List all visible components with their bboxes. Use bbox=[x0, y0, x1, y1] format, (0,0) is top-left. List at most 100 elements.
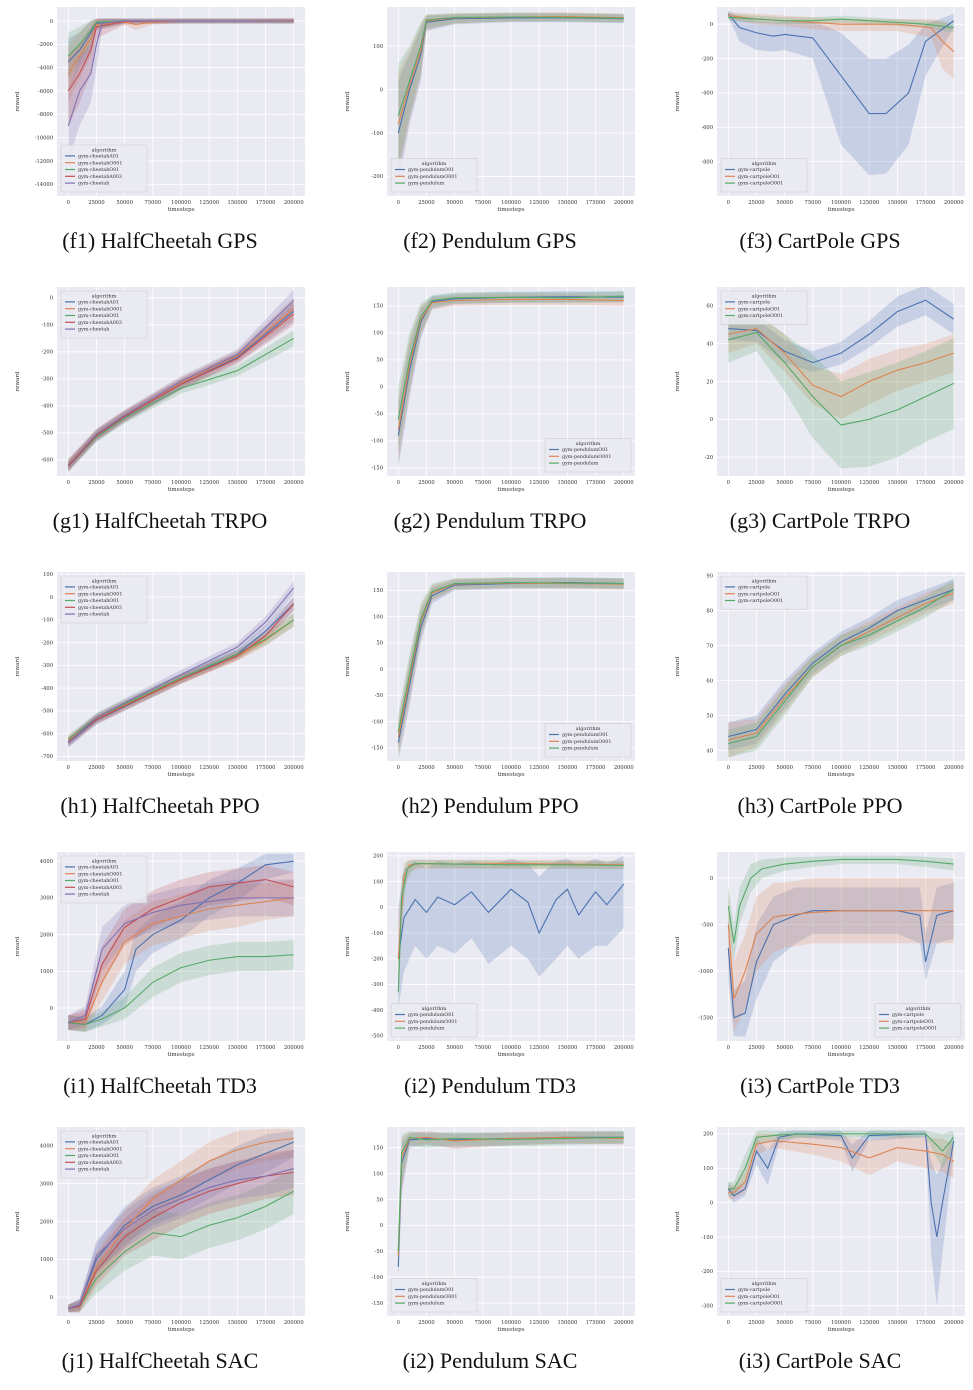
series-confidence-band bbox=[398, 290, 624, 452]
series-line bbox=[728, 16, 954, 29]
line-chart: 0 25000 50000 75000 100000 125000 150000 175000… bbox=[675, 287, 965, 493]
legend: algorithmgym-cheetahA01gym-cheetahO001gy… bbox=[60, 855, 148, 904]
series-line bbox=[728, 589, 955, 745]
y-tick-label: 50 bbox=[706, 713, 713, 719]
series-line bbox=[68, 897, 294, 1024]
y-tick-label: -20 bbox=[705, 455, 713, 461]
y-tick-label: -700 bbox=[41, 754, 53, 760]
x-tick-label: 150000 bbox=[227, 200, 247, 206]
legend-entry-label: gym-cartpoleO001 bbox=[738, 313, 783, 319]
y-tick-label: -500 bbox=[371, 1034, 383, 1040]
y-tick-label: 150 bbox=[373, 304, 383, 310]
x-tick-label: 100000 bbox=[171, 200, 191, 206]
x-tick-label: 200000 bbox=[284, 765, 304, 771]
series-line bbox=[728, 327, 954, 398]
x-tick-label: 0 bbox=[67, 200, 70, 206]
x-tick-label: 0 bbox=[397, 200, 400, 206]
x-tick-label: 100000 bbox=[171, 480, 191, 486]
legend-entry-label: gym-cheetahO01 bbox=[78, 1153, 119, 1159]
x-tick-label: 0 bbox=[397, 765, 400, 771]
x-tick-label: 175000 bbox=[586, 1045, 606, 1051]
series-confidence-band bbox=[68, 597, 294, 747]
series-line bbox=[68, 1141, 294, 1309]
x-tick-label: 0 bbox=[397, 1320, 400, 1326]
y-tick-label: 200 bbox=[373, 854, 383, 860]
y-tick-label: 2000 bbox=[40, 932, 53, 938]
series-confidence-band bbox=[728, 579, 954, 758]
y-tick-label: -400 bbox=[41, 686, 53, 692]
y-tick-label: -400 bbox=[701, 91, 713, 97]
y-tick-label: -400 bbox=[371, 1008, 383, 1014]
x-tick-label: 25000 bbox=[88, 765, 105, 771]
legend: algorithmgym-cartpolegym-cartpoleO01gym-… bbox=[720, 575, 808, 610]
x-tick-label: 200000 bbox=[284, 1320, 304, 1326]
series-confidence-band bbox=[68, 300, 294, 471]
series-confidence-band bbox=[68, 597, 294, 748]
y-tick-label: 3000 bbox=[40, 1182, 53, 1188]
y-tick-label: 0 bbox=[50, 296, 53, 302]
series-confidence-band bbox=[68, 18, 294, 80]
series-line bbox=[397, 581, 624, 733]
x-tick-label: 50000 bbox=[116, 765, 133, 771]
y-tick-label: 60 bbox=[706, 304, 713, 310]
y-tick-label: 0 bbox=[50, 1006, 53, 1012]
series-confidence-band bbox=[398, 13, 624, 186]
y-tick-label: 0 bbox=[380, 905, 383, 911]
series-line bbox=[397, 1136, 624, 1252]
chart-caption: (g1) HalfCheetah TRPO bbox=[52, 508, 268, 533]
y-tick-label: 150 bbox=[373, 588, 383, 594]
legend-entry-label: gym-cheetahA01 bbox=[78, 300, 119, 306]
x-tick-label: 175000 bbox=[586, 765, 606, 771]
y-tick-label: -400 bbox=[41, 404, 53, 410]
legend-entry-label: gym-pendulum bbox=[562, 461, 599, 467]
x-tick-label: 175000 bbox=[586, 480, 606, 486]
chart-caption: (g2) Pendulum TRPO bbox=[393, 508, 587, 533]
x-tick-label: 150000 bbox=[557, 480, 577, 486]
y-tick-label: 90 bbox=[706, 573, 713, 579]
legend-entry-label: gym-pendulumO01 bbox=[408, 167, 454, 173]
x-tick-label: 200000 bbox=[944, 765, 964, 771]
chart-caption: (j1) HalfCheetah SAC bbox=[61, 1348, 259, 1373]
series-confidence-band bbox=[398, 12, 624, 168]
chart-panel: 0 25000 50000 75000 100000 125000 150000 175000… bbox=[5, 565, 315, 835]
legend-title: algorithm bbox=[92, 294, 117, 300]
line-chart: 0 25000 50000 75000 100000 125000 150000 175000… bbox=[345, 287, 635, 493]
x-tick-label: 100000 bbox=[501, 200, 521, 206]
y-tick-label: 200 bbox=[703, 1132, 713, 1138]
x-tick-label: 75000 bbox=[145, 1045, 162, 1051]
series-confidence-band bbox=[68, 940, 294, 1032]
x-axis-label: timesteps bbox=[167, 1327, 194, 1333]
series-confidence-band bbox=[728, 582, 954, 758]
series-line bbox=[727, 910, 954, 1000]
y-tick-label: -6000 bbox=[38, 89, 53, 95]
y-tick-label: 2000 bbox=[40, 1219, 53, 1225]
y-tick-label: -300 bbox=[371, 982, 383, 988]
x-tick-label: 50000 bbox=[446, 1045, 463, 1051]
series-confidence-band bbox=[68, 18, 294, 103]
x-axis-label: timesteps bbox=[167, 772, 194, 778]
legend-entry-label: gym-pendulumO01 bbox=[408, 1012, 454, 1018]
x-tick-label: 25000 bbox=[88, 1320, 105, 1326]
series-line bbox=[397, 883, 625, 959]
legend-entry-label: gym-cheetahA01 bbox=[78, 865, 119, 871]
line-chart: 0 25000 50000 75000 100000 125000 150000 175000… bbox=[675, 1127, 965, 1333]
legend-title: algorithm bbox=[422, 161, 447, 167]
x-tick-label: 75000 bbox=[805, 1320, 822, 1326]
x-tick-label: 200000 bbox=[614, 480, 634, 486]
y-tick-label: -200 bbox=[41, 350, 53, 356]
x-tick-label: 75000 bbox=[805, 1045, 822, 1051]
y-axis-label: reward bbox=[15, 936, 21, 957]
legend-entry-label: gym-cheetahA01 bbox=[78, 154, 119, 160]
y-tick-label: 70 bbox=[706, 643, 713, 649]
legend-title: algorithm bbox=[752, 161, 777, 167]
x-tick-label: 0 bbox=[727, 480, 730, 486]
legend: algorithmgym-cheetahA01gym-cheetahO001gy… bbox=[60, 1130, 148, 1179]
x-tick-label: 75000 bbox=[145, 1320, 162, 1326]
x-tick-label: 25000 bbox=[418, 765, 435, 771]
legend: algorithmgym-cheetahA01gym-cheetahO001gy… bbox=[60, 290, 148, 339]
legend-entry-label: gym-cheetahA003 bbox=[78, 174, 122, 180]
y-tick-label: 50 bbox=[376, 641, 383, 647]
series-line bbox=[728, 331, 954, 426]
x-tick-label: 200000 bbox=[284, 200, 304, 206]
legend-entry-label: gym-pendulumO01 bbox=[562, 447, 608, 453]
